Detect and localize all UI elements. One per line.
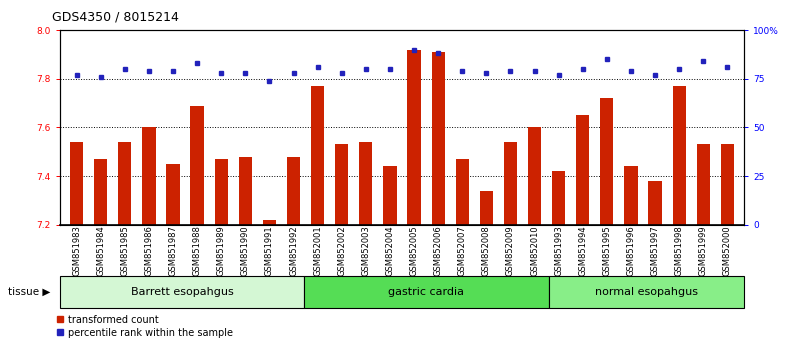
Text: GSM851989: GSM851989 [217,225,226,276]
Legend: transformed count, percentile rank within the sample: transformed count, percentile rank withi… [57,315,233,337]
Text: GSM851984: GSM851984 [96,225,105,276]
Bar [649,181,661,225]
Bar [335,144,349,225]
Bar [263,220,276,225]
Bar [673,86,686,225]
Text: GSM852010: GSM852010 [530,225,539,276]
Text: GSM851998: GSM851998 [675,225,684,276]
Bar [70,142,84,225]
Text: GSM851991: GSM851991 [265,225,274,276]
Text: GSM851986: GSM851986 [144,225,154,276]
Bar [696,144,710,225]
Bar [548,276,744,308]
Text: GSM851992: GSM851992 [289,225,298,276]
Bar [166,164,180,225]
Text: gastric cardia: gastric cardia [388,287,464,297]
Bar [60,276,304,308]
Bar [480,191,493,225]
Text: GSM851995: GSM851995 [603,225,611,276]
Bar [455,159,469,225]
Text: GSM852004: GSM852004 [385,225,395,276]
Bar [311,86,324,225]
Text: GSM851990: GSM851990 [241,225,250,276]
Bar [552,171,565,225]
Bar [504,142,517,225]
Bar [408,50,420,225]
Bar [359,142,373,225]
Text: normal esopahgus: normal esopahgus [595,287,698,297]
Text: tissue ▶: tissue ▶ [8,287,50,297]
Text: GSM852006: GSM852006 [434,225,443,276]
Bar [624,166,638,225]
Text: GSM851996: GSM851996 [626,225,635,276]
Text: GSM852005: GSM852005 [409,225,419,276]
Text: GSM851999: GSM851999 [699,225,708,276]
Text: Barrett esopahgus: Barrett esopahgus [131,287,233,297]
Text: GSM852003: GSM852003 [361,225,370,276]
Bar [431,52,445,225]
Text: GSM852007: GSM852007 [458,225,466,276]
Bar [528,127,541,225]
Text: GSM851994: GSM851994 [578,225,587,276]
Bar [304,276,548,308]
Bar [287,156,300,225]
Text: GSM851987: GSM851987 [169,225,178,276]
Text: GSM852009: GSM852009 [506,225,515,276]
Bar [239,156,252,225]
Bar [576,115,589,225]
Bar [94,159,107,225]
Bar [142,127,155,225]
Text: GSM852000: GSM852000 [723,225,732,276]
Bar [215,159,228,225]
Text: GSM851988: GSM851988 [193,225,201,276]
Text: GSM851985: GSM851985 [120,225,129,276]
Text: GDS4350 / 8015214: GDS4350 / 8015214 [52,11,178,24]
Bar [118,142,131,225]
Text: GSM852002: GSM852002 [338,225,346,276]
Bar [190,105,204,225]
Text: GSM851993: GSM851993 [554,225,563,276]
Bar [720,144,734,225]
Bar [384,166,396,225]
Text: GSM851983: GSM851983 [72,225,81,276]
Text: GSM852008: GSM852008 [482,225,491,276]
Bar [600,98,614,225]
Text: GSM852001: GSM852001 [313,225,322,276]
Text: GSM851997: GSM851997 [650,225,660,276]
